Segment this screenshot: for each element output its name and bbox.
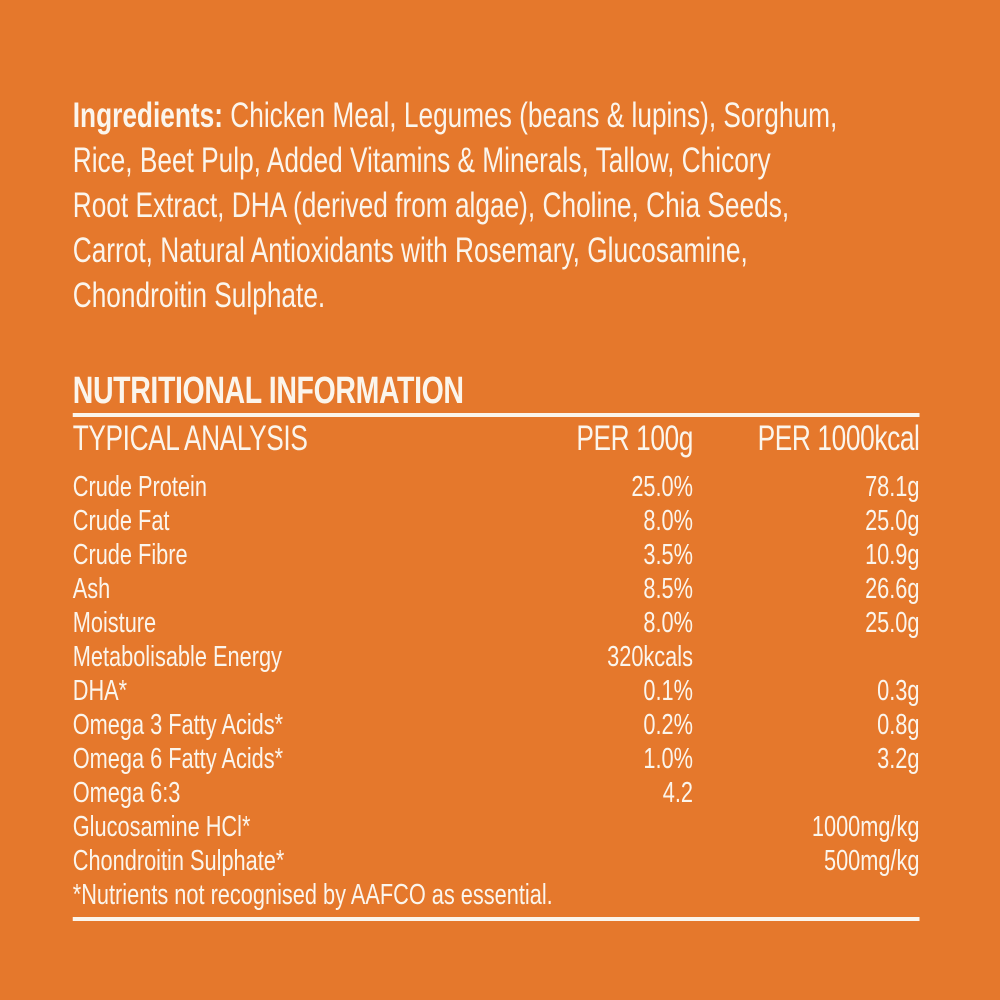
row-per-100g-value	[468, 844, 693, 878]
header-per-1000kcal: PER 1000kcal	[757, 419, 920, 458]
ingredients-label: Ingredients:	[72, 96, 223, 135]
row-nutrient-name: Crude Fat	[72, 505, 170, 537]
section-title-nutritional-information: NUTRITIONAL INFORMATION	[72, 370, 464, 412]
row-per-100g-value: 8.0%	[643, 607, 693, 639]
table-row: Omega 6 Fatty Acids* 1.0% 3.2g	[73, 742, 920, 776]
aafco-footnote: *Nutrients not recognised by AAFCO as es…	[72, 879, 553, 911]
table-row: DHA* 0.1% 0.3g	[73, 674, 920, 708]
row-nutrient-name: Omega 6 Fatty Acids*	[72, 743, 284, 775]
row-nutrient-name: DHA*	[72, 675, 128, 707]
row-per-1000kcal-value: 78.1g	[865, 471, 920, 503]
table-row: Glucosamine HCl* 1000mg/kg	[73, 810, 920, 844]
row-per-100g-value: 3.5%	[643, 539, 693, 571]
row-nutrient-name: Chondroitin Sulphate*	[72, 845, 285, 877]
ingredients-line: Rice, Beet Pulp, Added Vitamins & Minera…	[72, 141, 771, 180]
ingredients-line: Carrot, Natural Antioxidants with Rosema…	[72, 231, 748, 270]
row-nutrient-name: Omega 6:3	[72, 777, 181, 809]
divider-rule-top	[72, 413, 920, 417]
table-row: Metabolisable Energy 320kcals	[73, 640, 920, 674]
table-row: Crude Fibre 3.5% 10.9g	[73, 538, 920, 572]
row-per-1000kcal-value: 26.6g	[865, 573, 920, 605]
ingredients-line: Ingredients: Chicken Meal, Legumes (bean…	[73, 93, 920, 138]
row-per-100g-value: 0.2%	[643, 709, 693, 741]
row-per-100g-value: 320kcals	[607, 641, 693, 673]
table-row: Chondroitin Sulphate* 500mg/kg	[73, 844, 920, 878]
row-per-100g-value: 1.0%	[643, 743, 693, 775]
table-row: Omega 6:3 4.2	[73, 776, 920, 810]
row-per-1000kcal-value: 25.0g	[865, 607, 920, 639]
ingredients-line: Root Extract, DHA (derived from algae), …	[72, 186, 790, 225]
row-per-100g-value: 25.0%	[631, 471, 693, 503]
row-per-100g-value	[468, 810, 693, 844]
row-nutrient-name: Moisture	[72, 607, 157, 639]
row-nutrient-name: Ash	[72, 573, 111, 605]
label-content: Ingredients: Chicken Meal, Legumes (bean…	[72, 0, 920, 1000]
row-nutrient-name: Metabolisable Energy	[72, 641, 282, 673]
ingredients-line: Chondroitin Sulphate.	[72, 276, 326, 315]
row-per-100g-value: 4.2	[662, 777, 693, 809]
ingredients-paragraph: Ingredients: Chicken Meal, Legumes (bean…	[73, 93, 920, 318]
table-row: Crude Fat 8.0% 25.0g	[73, 504, 920, 538]
row-per-1000kcal-value: 25.0g	[865, 505, 920, 537]
table-row: Crude Protein 25.0% 78.1g	[73, 470, 920, 504]
header-typical-analysis: TYPICAL ANALYSIS	[72, 419, 308, 458]
row-per-1000kcal-value: 3.2g	[877, 743, 920, 775]
table-row: Ash 8.5% 26.6g	[73, 572, 920, 606]
analysis-table-header: TYPICAL ANALYSIS PER 100g PER 1000kcal	[73, 419, 920, 459]
row-per-1000kcal-value: 1000mg/kg	[811, 811, 920, 843]
row-per-1000kcal-value: 0.3g	[877, 675, 920, 707]
table-row: Omega 3 Fatty Acids* 0.2% 0.8g	[73, 708, 920, 742]
row-per-100g-value: 8.0%	[643, 505, 693, 537]
analysis-table-body: Crude Protein 25.0% 78.1g Crude Fat 8.0%…	[73, 470, 920, 878]
row-nutrient-name: Omega 3 Fatty Acids*	[72, 709, 284, 741]
ingredients-text: Chicken Meal, Legumes (beans & lupins), …	[222, 96, 838, 135]
row-nutrient-name: Glucosamine HCl*	[72, 811, 251, 843]
row-per-1000kcal-value	[693, 776, 920, 810]
row-per-100g-value: 8.5%	[643, 573, 693, 605]
row-per-1000kcal-value: 0.8g	[877, 709, 920, 741]
row-nutrient-name: Crude Protein	[72, 471, 207, 503]
divider-rule-bottom	[72, 917, 920, 921]
row-per-1000kcal-value	[693, 640, 920, 674]
row-per-1000kcal-value: 10.9g	[865, 539, 920, 571]
row-per-100g-value: 0.1%	[643, 675, 693, 707]
row-nutrient-name: Crude Fibre	[72, 539, 188, 571]
row-per-1000kcal-value: 500mg/kg	[823, 845, 920, 877]
table-row: Moisture 8.0% 25.0g	[73, 606, 920, 640]
header-per-100g: PER 100g	[576, 419, 693, 458]
